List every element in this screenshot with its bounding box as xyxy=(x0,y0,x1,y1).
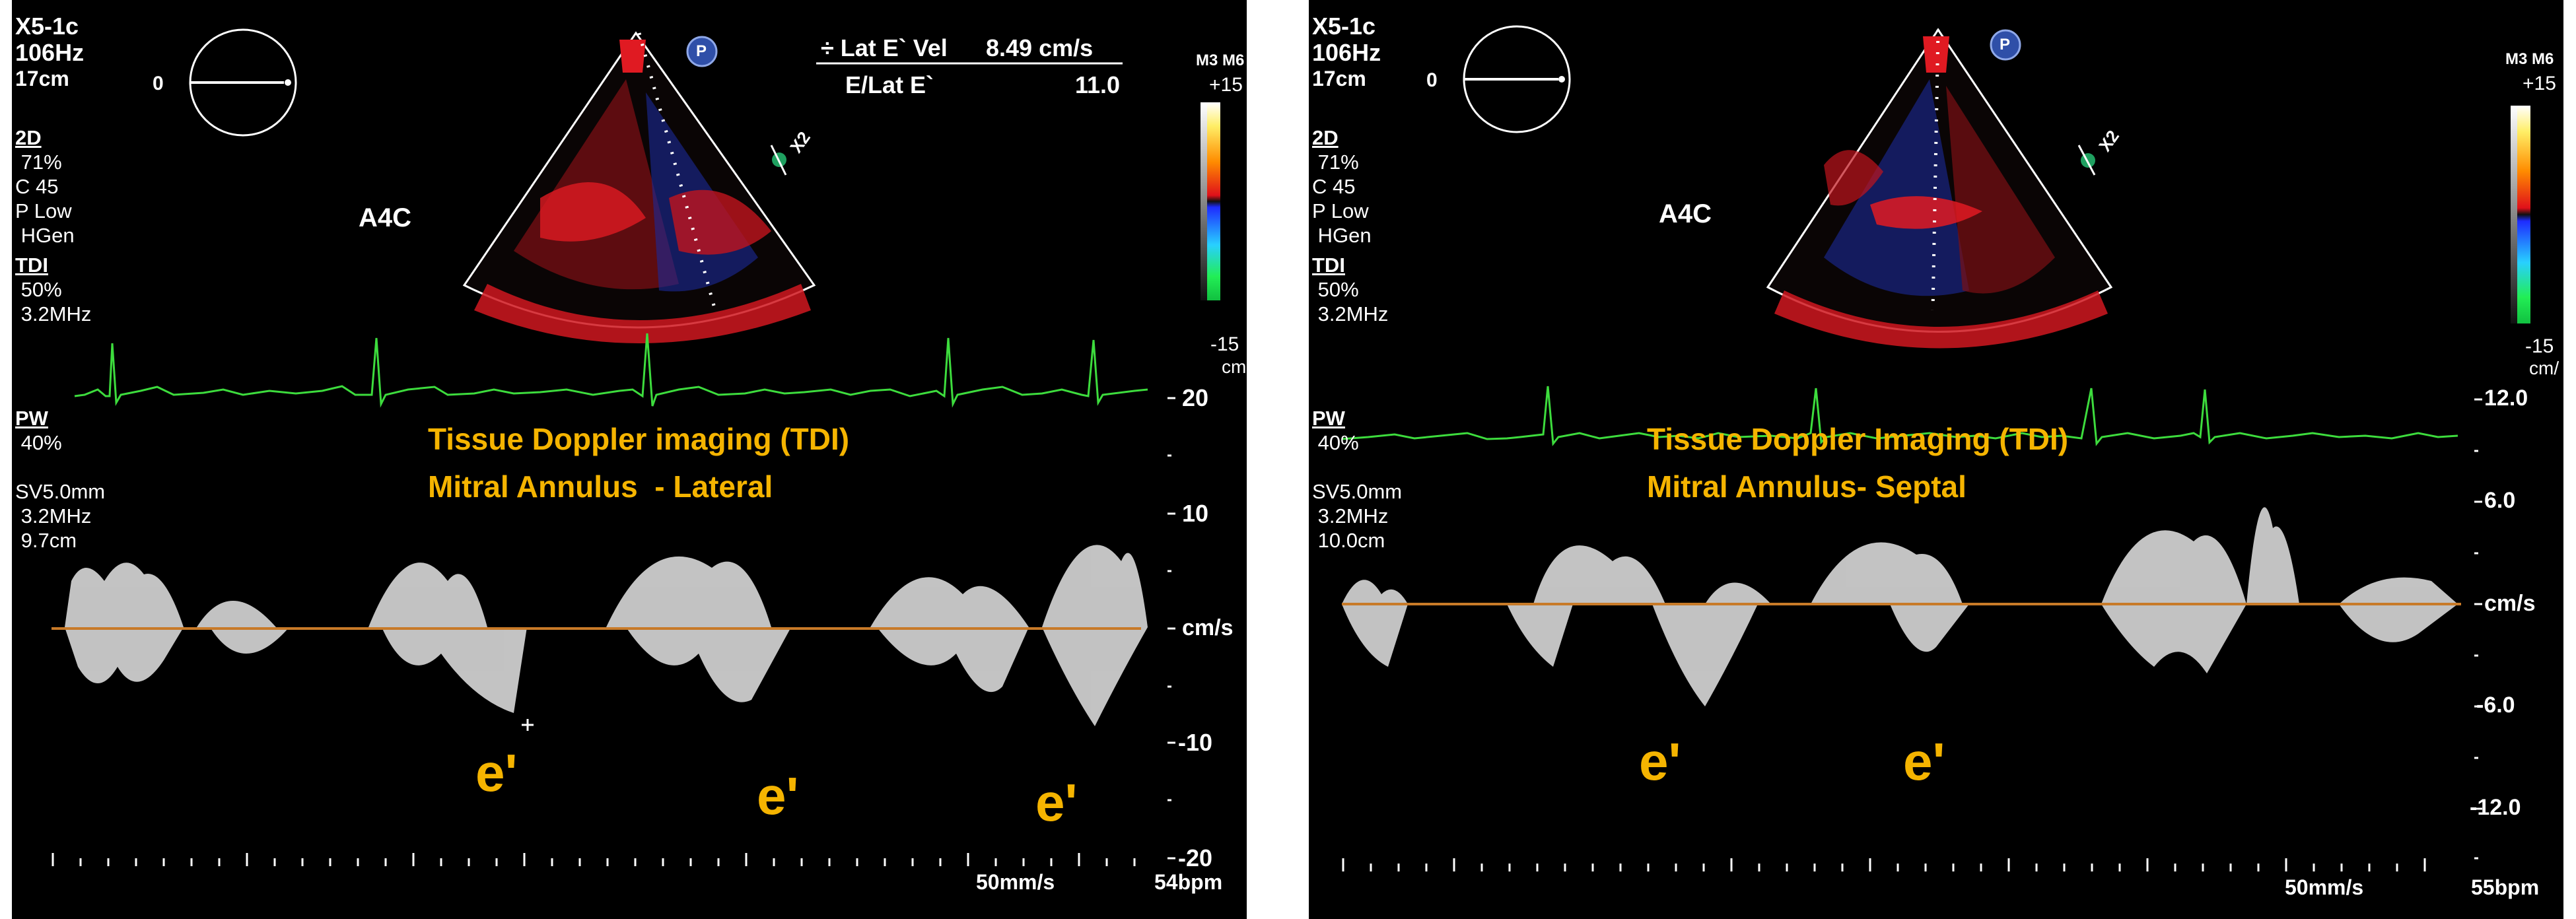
colorbar-min: -15 xyxy=(1210,333,1239,355)
lat-e-vel-label: ÷ Lat E` Vel xyxy=(821,34,948,61)
title-line-1: Tissue Doppler imaging (TDI) xyxy=(428,422,850,456)
time-scale-ticks xyxy=(52,853,1136,866)
probe-label: X5-1c xyxy=(15,13,79,40)
params-2d: 2D 71% C 45 P Low HGen xyxy=(1312,126,1372,247)
e-prime-label-1: e' xyxy=(475,743,518,802)
params-pw: PW 40% SV5.0mm 3.2MHz 10.0cm xyxy=(1312,407,1403,552)
sample-gate-icon xyxy=(2081,153,2095,168)
title-line-2: Mitral Annulus - Lateral xyxy=(428,469,773,504)
colorbar-min: -15 xyxy=(2525,335,2554,357)
sweep-speed: 50mm/s xyxy=(2285,875,2364,899)
params-pw: PW 40% SV5.0mm 3.2MHz 9.7cm xyxy=(15,407,106,552)
scale-lower: -6.0 xyxy=(2476,693,2515,718)
params-tdi: TDI 50% 3.2MHz xyxy=(15,254,92,325)
e-prime-label-3: e' xyxy=(1035,773,1078,832)
params-tdi: TDI 50% 3.2MHz xyxy=(1312,254,1389,325)
colorbar-unit: cm/ xyxy=(2529,358,2559,378)
colorbar-modes: M3 M6 xyxy=(2505,50,2554,68)
depth-label: 17cm xyxy=(15,67,69,90)
tdi-panel-septal: X5-1c 106Hz 17cm 0 2D 71% C 45 P Low HGe… xyxy=(1309,0,2563,919)
scale-upper: 6.0 xyxy=(2484,488,2516,513)
framerate-label: 106Hz xyxy=(15,39,85,66)
title-line-2: Mitral Annulus- Septal xyxy=(1647,469,1967,504)
colorbar-modes: M3 M6 xyxy=(1196,51,1245,69)
lat-e-vel-value: 8.49 cm/s xyxy=(986,34,1094,61)
scale-top: 12.0 xyxy=(2484,386,2528,411)
depth-label: 17cm xyxy=(1312,67,1366,90)
scale-lower: -10 xyxy=(1178,729,1213,756)
orientation-zero-label: 0 xyxy=(1426,69,1438,91)
doppler-spectrum xyxy=(1342,507,2458,706)
heart-rate: 55bpm xyxy=(2471,875,2540,899)
view-label: A4C xyxy=(359,203,412,232)
p-badge-icon xyxy=(1990,29,2021,61)
doppler-sector xyxy=(462,31,816,343)
velocity-scale-ticks xyxy=(2474,398,2482,860)
p-badge-icon xyxy=(686,36,718,67)
colorbar-unit: cm xyxy=(1222,357,1247,377)
view-label: A4C xyxy=(1659,199,1712,228)
p-badge-label: P xyxy=(696,42,707,60)
sweep-speed: 50mm/s xyxy=(976,870,1055,894)
orientation-zero-label: 0 xyxy=(153,73,164,94)
e-prime-label-2: e' xyxy=(757,766,799,825)
ultrasound-graphics xyxy=(52,28,1220,866)
ultrasound-graphics xyxy=(1341,25,2530,871)
heart-rate: 54bpm xyxy=(1154,870,1223,894)
doppler-spectrum xyxy=(65,545,1148,726)
scale-top: 20 xyxy=(1182,384,1209,411)
scale-bottom: -20 xyxy=(1178,844,1213,871)
doppler-sector xyxy=(1766,28,2113,349)
scale-bottom: -12.0 xyxy=(2470,795,2521,820)
e-lat-e-label: E/Lat E` xyxy=(845,71,934,98)
p-badge-label: P xyxy=(2000,36,2011,53)
ecg-trace xyxy=(1341,386,2458,446)
probe-label: X5-1c xyxy=(1312,13,1376,40)
title-line-1: Tissue Doppler Imaging (TDI) xyxy=(1647,422,2069,456)
tdi-panel-lateral: X5-1c 106Hz 17cm 0 2D 71% C 45 P Low HGe… xyxy=(12,0,1247,919)
ecg-trace xyxy=(74,333,1148,408)
scale-upper: 10 xyxy=(1182,500,1209,527)
velocity-scale-ticks xyxy=(1167,397,1175,860)
e-prime-label-1: e' xyxy=(1639,732,1681,791)
e-lat-e-value: 11.0 xyxy=(1075,71,1121,98)
e-prime-label-2: e' xyxy=(1903,732,1945,791)
colorbar-max: +15 xyxy=(2523,73,2556,94)
params-2d: 2D 71% C 45 P Low HGen xyxy=(15,126,75,247)
time-scale-ticks xyxy=(1342,858,2426,871)
colorbar-max: +15 xyxy=(1209,74,1243,96)
scale-unit: cm/s xyxy=(2484,591,2536,616)
framerate-label: 106Hz xyxy=(1312,39,1381,66)
scale-unit: cm/s xyxy=(1182,615,1234,640)
